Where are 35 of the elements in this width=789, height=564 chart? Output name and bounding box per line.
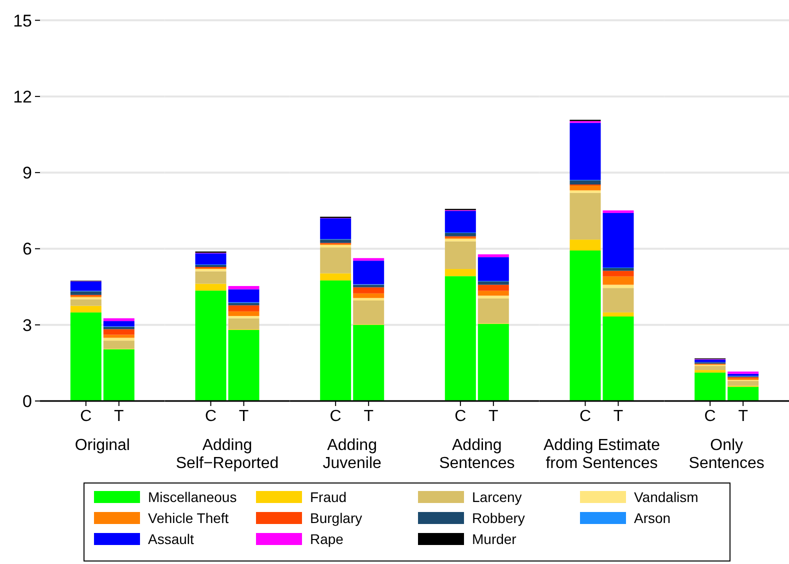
- legend-label: Robbery: [472, 510, 525, 526]
- legend-label: Assault: [148, 530, 194, 547]
- x-tick-label: T: [738, 408, 748, 425]
- x-axis-title: Adding Estimate from Sentences: [543, 437, 660, 472]
- x-tick-label: C: [454, 408, 466, 425]
- legend-label: Murder: [472, 530, 517, 547]
- x-axis-title: Only Sentences: [688, 437, 764, 472]
- x-tick-label: T: [114, 408, 124, 425]
- x-axis-title: Adding Self−Reported: [176, 437, 279, 472]
- legend-label: Burglary: [310, 510, 362, 526]
- x-tick-label: T: [613, 408, 624, 425]
- y-tick-label: 3: [22, 316, 32, 335]
- legend-label: Larceny: [472, 488, 522, 505]
- x-tick-label: C: [204, 408, 217, 425]
- y-tick-label: 6: [22, 240, 32, 259]
- x-tick-label: C: [80, 408, 92, 425]
- legend-label: Vehicle Theft: [148, 510, 229, 526]
- x-tick-label: T: [238, 408, 249, 425]
- x-tick-label: C: [704, 408, 716, 425]
- legend-label: Vandalism: [634, 488, 698, 505]
- x-tick-label: T: [364, 408, 374, 425]
- legend-label: Miscellaneous: [148, 488, 237, 505]
- x-axis-title: Original: [74, 437, 130, 454]
- legend-label: Rape: [310, 530, 344, 547]
- x-tick-label: C: [330, 408, 342, 425]
- x-axis-title: Adding Juvenile: [322, 437, 382, 472]
- legend-label: Arson: [634, 510, 671, 526]
- x-tick-label: C: [579, 408, 592, 425]
- y-tick-label: 0: [22, 392, 32, 411]
- y-tick-label: 12: [13, 87, 32, 106]
- y-tick-label: 9: [22, 164, 32, 183]
- legend-label: Fraud: [310, 488, 347, 505]
- x-tick-label: T: [488, 408, 499, 425]
- y-tick-label: 15: [13, 11, 32, 30]
- x-axis-title: Adding Sentences: [439, 437, 515, 472]
